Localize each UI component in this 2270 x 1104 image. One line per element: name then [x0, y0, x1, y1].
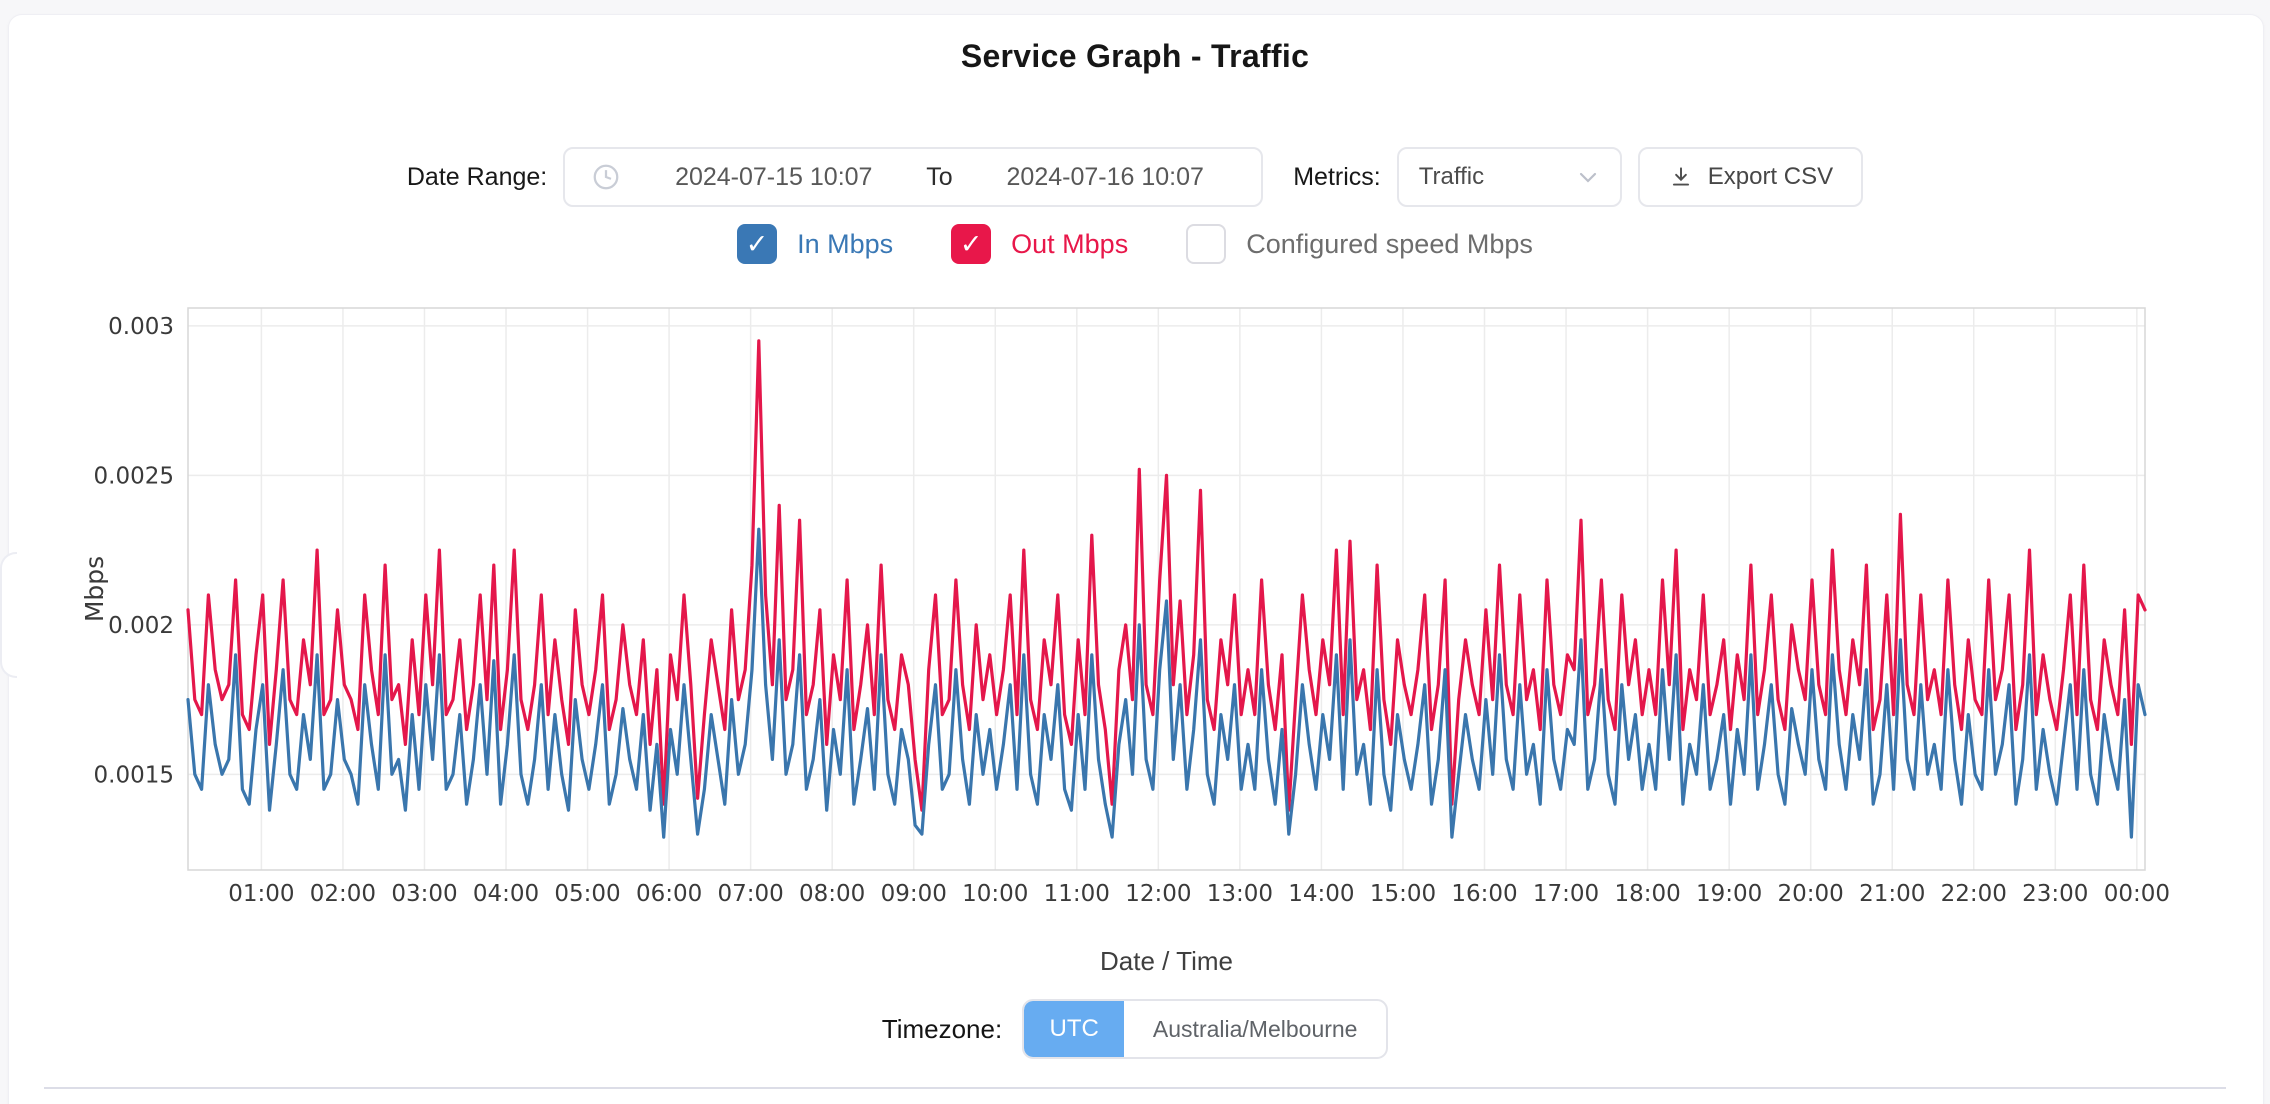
metrics-select[interactable]: Traffic: [1396, 147, 1622, 207]
legend-label: In Mbps: [797, 228, 894, 259]
date-range-picker[interactable]: 2024-07-15 10:07 To 2024-07-16 10:07: [563, 147, 1264, 207]
download-icon: [1668, 164, 1694, 190]
export-csv-label: Export CSV: [1707, 163, 1834, 190]
legend-item-out-mbps[interactable]: ✓ Out Mbps: [951, 224, 1128, 264]
legend-label: Configured speed Mbps: [1246, 228, 1533, 259]
timezone-toggle: UTC Australia/Melbourne: [1022, 999, 1389, 1059]
clock-icon: [591, 162, 621, 192]
date-from-field[interactable]: 2024-07-15 10:07: [675, 162, 873, 191]
timezone-label: Timezone:: [881, 1013, 1003, 1044]
page-title: Service Graph - Traffic: [960, 38, 1310, 74]
export-csv-button[interactable]: Export CSV: [1637, 147, 1864, 207]
legend-item-configured-speed-mbps[interactable]: Configured speed Mbps: [1186, 224, 1533, 264]
legend-label: Out Mbps: [1011, 228, 1129, 259]
date-to-separator: To: [926, 162, 953, 191]
timezone-option-melbourne[interactable]: Australia/Melbourne: [1152, 1015, 1358, 1042]
series-legend: ✓ In Mbps ✓ Out Mbps Configured speed Mbps: [0, 220, 2270, 268]
checked-checkbox-icon[interactable]: ✓: [737, 224, 778, 264]
chevron-down-icon: [1576, 165, 1600, 189]
unchecked-checkbox-icon[interactable]: [1186, 224, 1227, 264]
metrics-label: Metrics:: [1293, 162, 1381, 191]
drawer-handle[interactable]: [0, 552, 17, 678]
timezone-row: Timezone: UTC Australia/Melbourne: [0, 999, 2270, 1059]
checked-checkbox-icon[interactable]: ✓: [951, 224, 992, 264]
footer-divider: [44, 1087, 2226, 1089]
controls-row: Date Range: 2024-07-15 10:07 To 2024-07-…: [0, 146, 2270, 208]
x-axis-title: Date / Time: [1100, 946, 1233, 976]
date-to-field[interactable]: 2024-07-16 10:07: [1006, 162, 1204, 191]
legend-item-in-mbps[interactable]: ✓ In Mbps: [737, 224, 893, 264]
metrics-selected-value: Traffic: [1418, 163, 1485, 190]
date-range-label: Date Range:: [406, 162, 548, 191]
timezone-option-utc[interactable]: UTC: [1024, 1001, 1125, 1057]
